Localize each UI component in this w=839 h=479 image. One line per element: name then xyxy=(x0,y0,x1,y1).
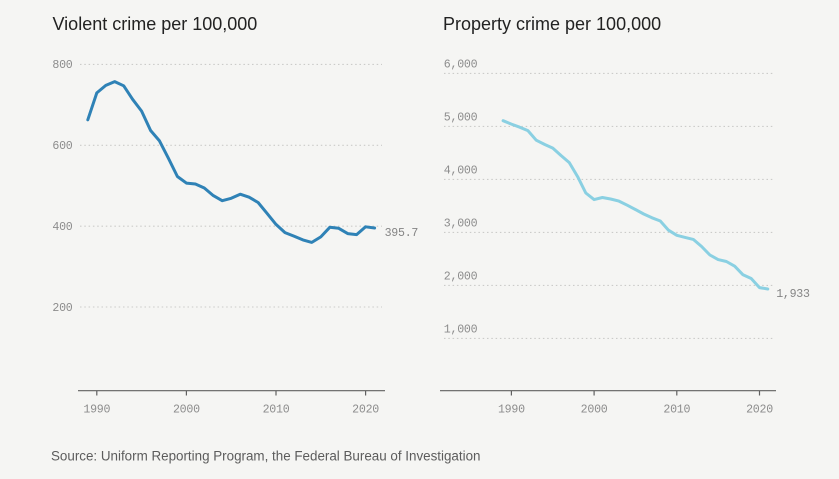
svg-text:2,000: 2,000 xyxy=(444,270,478,283)
svg-text:6,000: 6,000 xyxy=(444,58,478,71)
svg-text:4,000: 4,000 xyxy=(444,164,478,177)
svg-text:5,000: 5,000 xyxy=(444,111,478,124)
svg-text:1,000: 1,000 xyxy=(444,323,478,336)
svg-text:2000: 2000 xyxy=(581,403,608,416)
svg-text:1,933: 1,933 xyxy=(776,288,810,301)
svg-text:395.7: 395.7 xyxy=(385,227,419,240)
svg-text:3,000: 3,000 xyxy=(444,217,478,230)
svg-text:2000: 2000 xyxy=(173,403,200,416)
svg-text:1990: 1990 xyxy=(83,403,110,416)
svg-text:2010: 2010 xyxy=(663,403,690,416)
svg-text:800: 800 xyxy=(52,59,72,72)
svg-text:200: 200 xyxy=(52,302,72,315)
svg-text:400: 400 xyxy=(52,221,72,234)
svg-text:600: 600 xyxy=(52,140,72,153)
svg-text:Source: Uniform Reporting Prog: Source: Uniform Reporting Program, the F… xyxy=(51,449,480,464)
svg-text:2010: 2010 xyxy=(263,403,290,416)
svg-text:1990: 1990 xyxy=(498,403,525,416)
svg-text:2020: 2020 xyxy=(746,403,773,416)
svg-text:Property crime per 100,000: Property crime per 100,000 xyxy=(443,14,661,34)
svg-text:Violent crime per 100,000: Violent crime per 100,000 xyxy=(53,14,258,34)
svg-text:2020: 2020 xyxy=(352,403,379,416)
